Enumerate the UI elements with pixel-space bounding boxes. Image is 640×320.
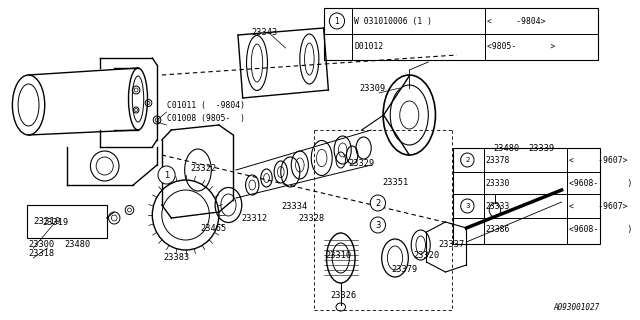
Text: 23379: 23379 xyxy=(391,266,417,275)
Text: 23320: 23320 xyxy=(413,252,439,260)
Text: 23319: 23319 xyxy=(33,217,61,226)
Text: 23312: 23312 xyxy=(242,213,268,222)
Text: 23318: 23318 xyxy=(29,250,55,259)
Text: 23386: 23386 xyxy=(485,225,510,234)
Text: A093001027: A093001027 xyxy=(554,303,600,312)
Text: 23300: 23300 xyxy=(29,239,55,249)
Text: 23330: 23330 xyxy=(485,179,510,188)
Text: 3: 3 xyxy=(375,220,381,229)
Text: C01008 (9805-  ): C01008 (9805- ) xyxy=(166,114,244,123)
Circle shape xyxy=(158,166,175,184)
Text: 23337: 23337 xyxy=(439,239,465,249)
Circle shape xyxy=(371,195,385,211)
Text: <9608-      ): <9608- ) xyxy=(569,225,632,234)
Text: 2: 2 xyxy=(375,198,381,207)
Circle shape xyxy=(461,153,474,167)
Text: 23465: 23465 xyxy=(200,223,226,233)
Text: C01011 (  -9804): C01011 ( -9804) xyxy=(166,100,244,109)
Text: 1: 1 xyxy=(164,171,169,180)
Text: 23480: 23480 xyxy=(65,239,91,249)
Text: <9805-       >: <9805- > xyxy=(487,42,556,51)
Text: 23319: 23319 xyxy=(42,218,68,227)
Text: 23378: 23378 xyxy=(485,156,510,164)
Circle shape xyxy=(371,217,385,233)
Text: 23322: 23322 xyxy=(190,164,216,172)
Text: <     -9804>: < -9804> xyxy=(487,17,546,26)
Text: D01012: D01012 xyxy=(354,42,383,51)
Text: 23328: 23328 xyxy=(298,213,324,222)
Text: <     -9607>: < -9607> xyxy=(569,202,628,211)
Text: 2: 2 xyxy=(465,157,470,163)
Text: <9608-      ): <9608- ) xyxy=(569,179,632,188)
Bar xyxy=(27,205,107,238)
Bar xyxy=(324,8,598,60)
Bar xyxy=(453,148,600,244)
Text: 23339: 23339 xyxy=(528,143,554,153)
Text: 3: 3 xyxy=(465,203,470,209)
Text: 1: 1 xyxy=(335,17,339,26)
Text: 23343: 23343 xyxy=(252,28,278,36)
Text: 23383: 23383 xyxy=(164,253,190,262)
Text: 23310: 23310 xyxy=(326,252,352,260)
Text: W 031010006 (1 ): W 031010006 (1 ) xyxy=(354,17,432,26)
Text: <     -9607>: < -9607> xyxy=(569,156,628,164)
Text: 23334: 23334 xyxy=(282,202,308,211)
Text: 23329: 23329 xyxy=(348,158,374,167)
Text: 23326: 23326 xyxy=(330,291,356,300)
Circle shape xyxy=(330,13,344,29)
Text: 23351: 23351 xyxy=(383,178,409,187)
Text: 23333: 23333 xyxy=(485,202,510,211)
Circle shape xyxy=(461,199,474,213)
Text: 23309: 23309 xyxy=(360,84,386,92)
Text: 23480: 23480 xyxy=(493,143,519,153)
